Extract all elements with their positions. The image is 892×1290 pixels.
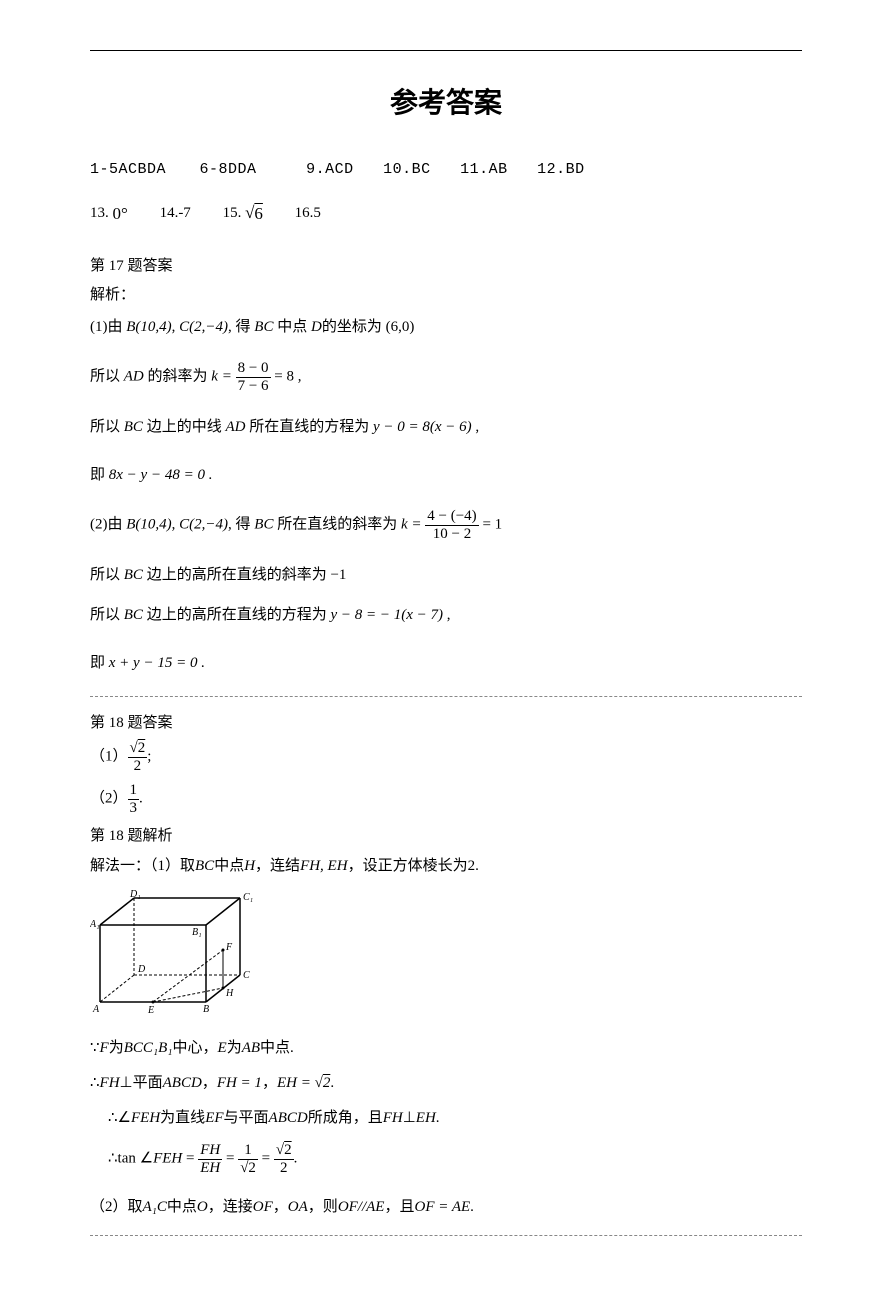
cube-svg: D₁ C₁ A₁ B₁ D C A B E F H xyxy=(90,890,260,1020)
q15-label: 15. xyxy=(223,205,242,222)
svg-text:F: F xyxy=(225,942,233,953)
svg-text:A₁: A₁ xyxy=(90,919,100,930)
mc-6-8: 6-8DDA xyxy=(200,161,257,178)
q18-p5: （2）取A₁C中点O，连接OF，OA，则OF//AE，且OF = AE. xyxy=(90,1194,802,1221)
q17-line2: 所以 AD 的斜率为 k = 8 − 07 − 6 = 8 , xyxy=(90,360,802,394)
q13-value: 0° xyxy=(113,204,128,224)
mc-9: 9.ACD xyxy=(306,161,354,178)
q15-value: √6 xyxy=(245,203,263,224)
q17-line5: (2)由 B(10,4), C(2,−4), 得 BC 所在直线的斜率为 k =… xyxy=(90,508,802,542)
q17-jiexi: 解析： xyxy=(90,283,802,304)
q18-p3: ∴∠FEH为直线EF与平面ABCD所成角，且FH⊥EH. xyxy=(90,1105,802,1132)
q17-line1: (1)由 B(10,4), C(2,−4), 得 BC 中点 D的坐标为 (6,… xyxy=(90,312,802,342)
fraction: 1√2 xyxy=(238,1142,258,1176)
svg-text:H: H xyxy=(225,988,234,999)
svg-text:D₁: D₁ xyxy=(129,890,141,900)
q18-answer1: （1）√22; xyxy=(90,740,802,774)
q18-answer2: （2）13. xyxy=(90,782,802,816)
q17-line3: 所以 BC 边上的中线 AD 所在直线的方程为 y − 0 = 8(x − 6)… xyxy=(90,412,802,442)
q13-label: 13. xyxy=(90,205,109,222)
fraction: FHEH xyxy=(198,1142,222,1176)
divider xyxy=(90,1235,802,1236)
svg-text:B₁: B₁ xyxy=(192,927,202,938)
q18-method1: 解法一：（1）取BC中点H，连结FH, EH，设正方体棱长为2. xyxy=(90,853,802,880)
mc-12: 12.BD xyxy=(537,161,585,178)
fill-answers: 13. 0° 14.-7 15. √6 16.5 xyxy=(90,203,802,224)
page-title: 参考答案 xyxy=(90,81,802,121)
q18-header: 第 18 题答案 xyxy=(90,711,802,732)
svg-text:C: C xyxy=(243,970,250,981)
q17-line4: 即 8x − y − 48 = 0 . xyxy=(90,460,802,490)
mc-1-5: 1-5ACBDA xyxy=(90,161,166,178)
fraction: 4 − (−4)10 − 2 xyxy=(425,508,478,542)
q18-jiexi-header: 第 18 题解析 xyxy=(90,824,802,845)
divider xyxy=(90,696,802,697)
fraction: 13 xyxy=(128,782,140,816)
q16: 16.5 xyxy=(295,205,321,222)
q17-header: 第 17 题答案 xyxy=(90,254,802,275)
header-rule xyxy=(90,50,802,51)
q18-p2: ∴FH⊥平面ABCD，FH = 1，EH = √2. xyxy=(90,1070,802,1097)
fraction: √22 xyxy=(128,740,148,774)
q18-p1: ∵F为BCC₁B₁中心，E为AB中点. xyxy=(90,1035,802,1062)
svg-text:C₁: C₁ xyxy=(243,892,253,903)
fraction: 8 − 07 − 6 xyxy=(236,360,271,394)
svg-text:A: A xyxy=(92,1004,100,1015)
svg-text:D: D xyxy=(137,964,146,975)
q17-line8: 即 x + y − 15 = 0 . xyxy=(90,648,802,678)
q18-p4: ∴tan ∠FEH = FHEH = 1√2 = √22. xyxy=(90,1142,802,1176)
q14: 14.-7 xyxy=(160,205,191,222)
mc-11: 11.AB xyxy=(460,161,508,178)
fraction: √22 xyxy=(274,1142,294,1176)
cube-figure: D₁ C₁ A₁ B₁ D C A B E F H xyxy=(90,890,260,1020)
q17-line7: 所以 BC 边上的高所在直线的方程为 y − 8 = − 1(x − 7) , xyxy=(90,600,802,630)
svg-text:B: B xyxy=(203,1004,209,1015)
q17-line6: 所以 BC 边上的高所在直线的斜率为 −1 xyxy=(90,560,802,590)
multiple-choice-answers: 1-5ACBDA 6-8DDA 9.ACD 10.BC 11.AB 12.BD xyxy=(90,161,802,178)
svg-text:E: E xyxy=(147,1005,154,1016)
mc-10: 10.BC xyxy=(383,161,431,178)
